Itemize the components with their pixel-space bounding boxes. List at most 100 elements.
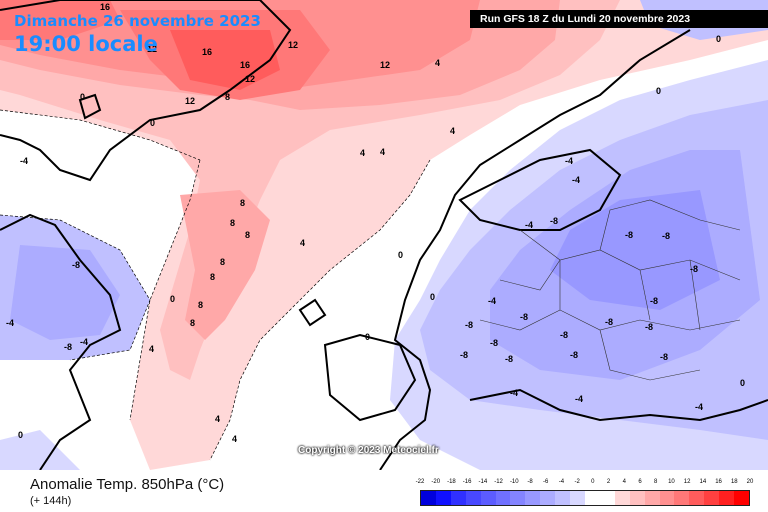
forecast-date-label: Dimanche 26 novembre 2023 xyxy=(14,12,261,30)
color-scale-tick-label: 14 xyxy=(699,479,707,485)
svg-text:-8: -8 xyxy=(460,350,468,360)
svg-text:16: 16 xyxy=(100,2,110,12)
legend-subtitle: (+ 144h) xyxy=(30,495,72,507)
svg-text:0: 0 xyxy=(656,86,661,96)
svg-text:-4: -4 xyxy=(695,402,703,412)
contour-lines xyxy=(0,109,431,461)
color-scale-swatch xyxy=(555,491,571,505)
color-scale-swatch xyxy=(525,491,541,505)
warm-anomaly-fields xyxy=(0,0,768,470)
color-scale-swatch xyxy=(719,491,735,505)
color-scale-tick-label: 0 xyxy=(591,479,595,485)
model-run-banner: Run GFS 18 Z du Lundi 20 novembre 2023 xyxy=(470,10,768,28)
cold-anomaly-fields xyxy=(0,0,768,470)
color-scale-swatch xyxy=(584,491,600,505)
color-scale-swatch xyxy=(480,491,496,505)
color-scale-swatch xyxy=(435,491,451,505)
svg-text:-4: -4 xyxy=(572,175,580,185)
color-scale-swatch xyxy=(629,491,645,505)
copyright-label: Copyright © 2023 Meteociel.fr xyxy=(298,445,439,456)
svg-text:16: 16 xyxy=(240,60,250,70)
svg-text:-8: -8 xyxy=(560,330,568,340)
color-scale-tick-label: -6 xyxy=(543,479,549,485)
color-scale-tick-label: -14 xyxy=(478,479,488,485)
color-scale-swatch xyxy=(674,491,690,505)
svg-text:4: 4 xyxy=(360,148,365,158)
svg-text:4: 4 xyxy=(435,58,440,68)
svg-text:4: 4 xyxy=(380,147,385,157)
svg-text:12: 12 xyxy=(245,74,255,84)
svg-text:-4: -4 xyxy=(80,337,88,347)
svg-text:-8: -8 xyxy=(64,342,72,352)
color-scale-swatch xyxy=(599,491,615,505)
color-scale-swatch xyxy=(689,491,705,505)
svg-text:8: 8 xyxy=(210,272,215,282)
color-scale-swatch xyxy=(614,491,630,505)
color-scale-tick-label: -12 xyxy=(494,479,503,485)
svg-text:-8: -8 xyxy=(570,350,578,360)
color-scale-bar xyxy=(420,490,750,506)
color-scale-swatch xyxy=(465,491,481,505)
svg-text:0: 0 xyxy=(430,292,435,302)
svg-text:0: 0 xyxy=(740,378,745,388)
svg-text:4: 4 xyxy=(450,126,455,136)
svg-text:-8: -8 xyxy=(650,296,658,306)
svg-text:0: 0 xyxy=(398,250,403,260)
color-scale-swatch xyxy=(510,491,526,505)
svg-text:-4: -4 xyxy=(6,318,14,328)
svg-text:-8: -8 xyxy=(72,260,80,270)
color-scale-swatch xyxy=(570,491,585,505)
svg-text:-4: -4 xyxy=(488,296,496,306)
svg-text:8: 8 xyxy=(245,230,250,240)
svg-text:-8: -8 xyxy=(605,317,613,327)
color-scale-swatch xyxy=(644,491,660,505)
color-scale-tick-label: 16 xyxy=(715,479,722,485)
svg-text:8: 8 xyxy=(220,257,225,267)
svg-text:0: 0 xyxy=(716,34,721,44)
color-scale-tick-label: 10 xyxy=(668,479,675,485)
svg-text:8: 8 xyxy=(190,318,195,328)
forecast-time-label: 19:00 locale xyxy=(14,32,158,56)
svg-text:0: 0 xyxy=(80,92,85,102)
svg-text:4: 4 xyxy=(232,434,237,444)
svg-text:-8: -8 xyxy=(520,312,528,322)
svg-text:8: 8 xyxy=(198,300,203,310)
color-scale-swatch xyxy=(704,491,720,505)
svg-text:12: 12 xyxy=(288,40,298,50)
svg-text:8: 8 xyxy=(230,218,235,228)
svg-text:-4: -4 xyxy=(565,156,573,166)
color-scale-tick-label: 8 xyxy=(654,479,658,485)
color-scale-tick-label: 12 xyxy=(683,479,691,485)
svg-text:-4: -4 xyxy=(20,156,28,166)
color-scale-swatch xyxy=(495,491,511,505)
svg-text:8: 8 xyxy=(225,92,230,102)
color-scale-tick-label: -22 xyxy=(415,479,425,485)
country-borders xyxy=(479,199,741,381)
svg-text:0: 0 xyxy=(150,118,155,128)
svg-text:-8: -8 xyxy=(625,230,633,240)
color-scale-tick-label: -18 xyxy=(447,479,456,485)
coastlines xyxy=(0,0,768,470)
color-scale-tick-label: -10 xyxy=(509,479,519,485)
color-scale-tick-label: 2 xyxy=(606,479,611,485)
svg-text:-8: -8 xyxy=(662,231,670,241)
svg-text:12: 12 xyxy=(147,44,157,54)
svg-text:-4: -4 xyxy=(510,388,518,398)
color-scale-tick-label: -16 xyxy=(462,479,472,485)
svg-text:-8: -8 xyxy=(550,216,558,226)
color-scale-ticks: -22 -20 -18 -16 -14 -12 -10 -8 -6 -4 -2 0 2 4 6 8 10 12 14… xyxy=(414,479,754,489)
color-scale-tick-label: -2 xyxy=(574,479,580,485)
svg-text:-8: -8 xyxy=(505,354,513,364)
svg-text:-8: -8 xyxy=(465,320,473,330)
color-scale-tick-label: 18 xyxy=(730,479,738,485)
svg-text:12: 12 xyxy=(380,60,390,70)
svg-text:0: 0 xyxy=(170,294,175,304)
svg-text:4: 4 xyxy=(300,238,305,248)
svg-text:-4: -4 xyxy=(575,394,583,404)
svg-text:-8: -8 xyxy=(645,322,653,332)
contour-labels: 16 12 16 16 12 12 12 4 12 8 8 8 8 8 8 8 … xyxy=(6,2,745,444)
svg-text:-8: -8 xyxy=(660,352,668,362)
legend-title: Anomalie Temp. 850hPa (°C) xyxy=(30,476,225,493)
svg-text:0: 0 xyxy=(365,332,370,342)
svg-text:4: 4 xyxy=(215,414,220,424)
